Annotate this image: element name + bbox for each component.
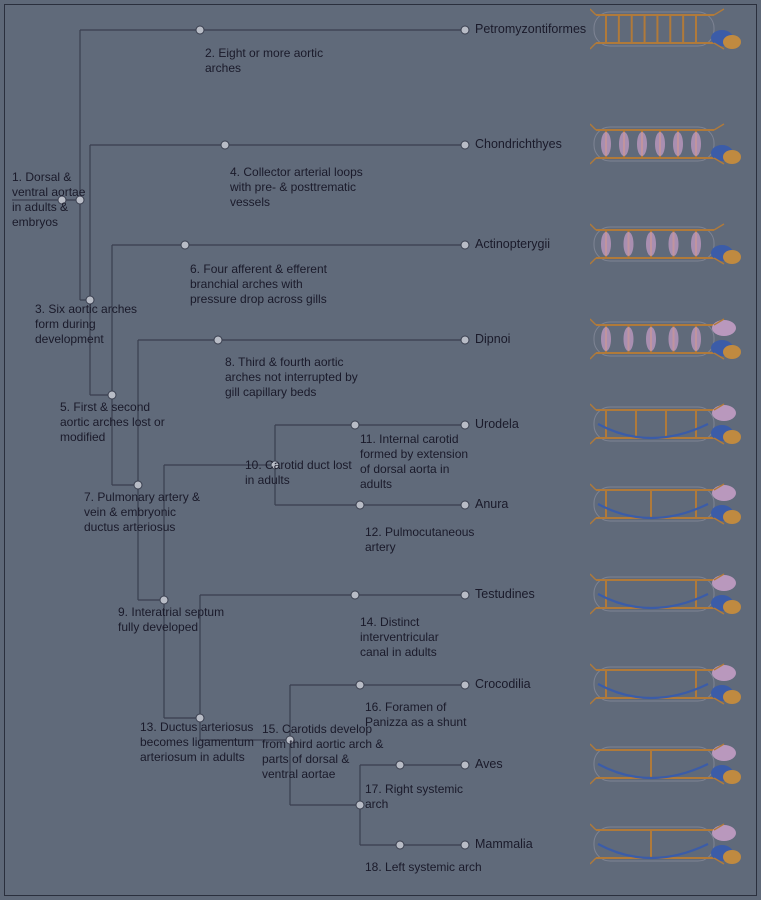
apomorphy-number: 1. xyxy=(12,170,22,184)
arch-diagram-mammalia xyxy=(590,817,745,873)
apomorphy-text: Four afferent & efferent branchial arche… xyxy=(190,262,327,306)
apomorphy-label-n6: 6. Four afferent & efferent branchial ar… xyxy=(190,262,330,307)
apomorphy-text: First & second aortic arches lost or mod… xyxy=(60,400,165,444)
apomorphy-label-n16: 16. Foramen of Panizza as a shunt xyxy=(365,700,470,730)
apomorphy-label-n11: 11. Internal carotid formed by extension… xyxy=(360,432,470,492)
apomorphy-number: 4. xyxy=(230,165,240,179)
apomorphy-text: Eight or more aortic arches xyxy=(205,46,323,75)
taxon-aves: Aves xyxy=(475,757,503,772)
arch-diagram-testudines xyxy=(590,567,745,623)
apomorphy-label-n1: 1. Dorsal & ventral aortae in adults & e… xyxy=(12,170,87,230)
apomorphy-number: 6. xyxy=(190,262,200,276)
taxon-dipnoi: Dipnoi xyxy=(475,332,510,347)
apomorphy-text: Ductus arteriosus becomes ligamentum art… xyxy=(140,720,254,764)
apomorphy-number: 18. xyxy=(365,860,382,874)
apomorphy-label-n17: 17. Right systemic arch xyxy=(365,782,485,812)
apomorphy-number: 16. xyxy=(365,700,382,714)
arch-diagram-dipnoi xyxy=(590,312,745,368)
apomorphy-label-n10: 10. Carotid duct lost in adults xyxy=(245,458,355,488)
apomorphy-text: Collector arterial loops with pre- & pos… xyxy=(230,165,363,209)
apomorphy-label-n18: 18. Left systemic arch xyxy=(365,860,485,875)
apomorphy-number: 14. xyxy=(360,615,377,629)
apomorphy-text: Pulmocutaneous artery xyxy=(365,525,474,554)
apomorphy-number: 10. xyxy=(245,458,262,472)
arch-diagram-petromyzontiformes xyxy=(590,2,745,58)
apomorphy-label-n12: 12. Pulmocutaneous artery xyxy=(365,525,485,555)
apomorphy-number: 7. xyxy=(84,490,94,504)
apomorphy-label-n14: 14. Distinct interventricular canal in a… xyxy=(360,615,470,660)
taxon-petromyzontiformes: Petromyzontiformes xyxy=(475,22,586,37)
apomorphy-text: Dorsal & ventral aortae in adults & embr… xyxy=(12,170,85,229)
apomorphy-number: 13. xyxy=(140,720,157,734)
apomorphy-text: Carotids develop from third aortic arch … xyxy=(262,722,383,781)
apomorphy-label-n13: 13. Ductus arteriosus becomes ligamentum… xyxy=(140,720,270,765)
taxon-urodela: Urodela xyxy=(475,417,519,432)
arch-diagram-actinopterygii xyxy=(590,217,745,273)
apomorphy-number: 5. xyxy=(60,400,70,414)
apomorphy-number: 3. xyxy=(35,302,45,316)
taxon-chondrichthyes: Chondrichthyes xyxy=(475,137,562,152)
apomorphy-label-n8: 8. Third & fourth aortic arches not inte… xyxy=(225,355,365,400)
apomorphy-label-n9: 9. Interatrial septum fully developed xyxy=(118,605,238,635)
taxon-mammalia: Mammalia xyxy=(475,837,533,852)
apomorphy-number: 12. xyxy=(365,525,382,539)
taxon-testudines: Testudines xyxy=(475,587,535,602)
apomorphy-label-n2: 2. Eight or more aortic arches xyxy=(205,46,345,76)
apomorphy-label-n5: 5. First & second aortic arches lost or … xyxy=(60,400,170,445)
apomorphy-number: 2. xyxy=(205,46,215,60)
taxon-actinopterygii: Actinopterygii xyxy=(475,237,550,252)
taxon-anura: Anura xyxy=(475,497,508,512)
apomorphy-number: 9. xyxy=(118,605,128,619)
arch-diagram-aves xyxy=(590,737,745,793)
apomorphy-number: 11. xyxy=(360,432,376,446)
apomorphy-text: Interatrial septum fully developed xyxy=(118,605,224,634)
apomorphy-label-n7: 7. Pulmonary artery & vein & embryonic d… xyxy=(84,490,214,535)
apomorphy-number: 17. xyxy=(365,782,382,796)
apomorphy-label-n15: 15. Carotids develop from third aortic a… xyxy=(262,722,387,782)
arch-diagram-chondrichthyes xyxy=(590,117,745,173)
apomorphy-number: 15. xyxy=(262,722,279,736)
arch-diagram-urodela xyxy=(590,397,745,453)
arch-diagram-crocodilia xyxy=(590,657,745,713)
arch-diagram-anura xyxy=(590,477,745,533)
apomorphy-label-n3: 3. Six aortic arches form during develop… xyxy=(35,302,140,347)
apomorphy-text: Third & fourth aortic arches not interru… xyxy=(225,355,358,399)
apomorphy-text: Pulmonary artery & vein & embryonic duct… xyxy=(84,490,200,534)
apomorphy-text: Internal carotid formed by extension of … xyxy=(360,432,468,491)
apomorphy-number: 8. xyxy=(225,355,235,369)
taxon-crocodilia: Crocodilia xyxy=(475,677,531,692)
apomorphy-label-n4: 4. Collector arterial loops with pre- & … xyxy=(230,165,370,210)
apomorphy-text: Left systemic arch xyxy=(385,860,482,874)
apomorphy-text: Six aortic arches form during developmen… xyxy=(35,302,137,346)
